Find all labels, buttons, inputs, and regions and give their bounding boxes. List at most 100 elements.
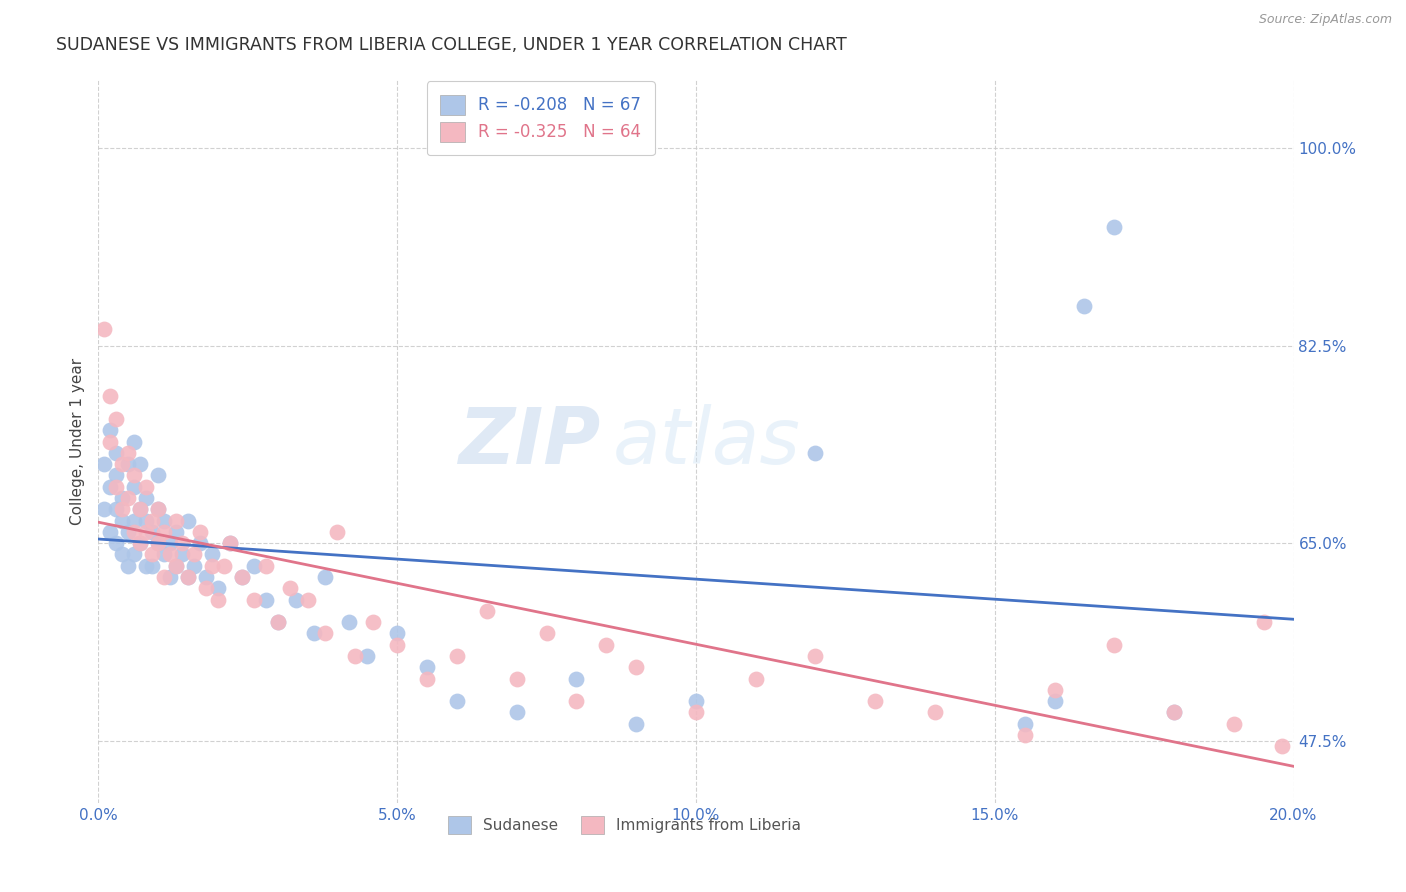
- Point: [243, 592, 266, 607]
- Point: [153, 514, 176, 528]
- Point: [416, 672, 439, 686]
- Point: [315, 626, 337, 640]
- Point: [111, 514, 134, 528]
- Point: [212, 558, 235, 573]
- Point: [188, 524, 211, 539]
- Point: [626, 660, 648, 674]
- Point: [506, 706, 529, 720]
- Point: [153, 524, 176, 539]
- Point: [536, 626, 558, 640]
- Point: [129, 502, 152, 516]
- Point: [141, 514, 163, 528]
- Point: [148, 536, 170, 550]
- Point: [93, 321, 115, 335]
- Point: [201, 558, 224, 573]
- Point: [195, 570, 218, 584]
- Point: [231, 570, 253, 584]
- Point: [278, 582, 301, 596]
- Point: [124, 524, 146, 539]
- Point: [105, 536, 128, 550]
- Point: [1223, 716, 1246, 731]
- Point: [267, 615, 290, 630]
- Point: [183, 558, 205, 573]
- Point: [219, 536, 242, 550]
- Point: [135, 524, 157, 539]
- Point: [98, 434, 122, 449]
- Point: [1014, 728, 1036, 742]
- Point: [93, 502, 115, 516]
- Point: [254, 558, 277, 573]
- Point: [117, 558, 139, 573]
- Point: [153, 570, 176, 584]
- Point: [745, 672, 768, 686]
- Point: [135, 514, 157, 528]
- Point: [111, 548, 134, 562]
- Point: [177, 570, 200, 584]
- Text: atlas: atlas: [613, 403, 800, 480]
- Point: [1014, 716, 1036, 731]
- Point: [1073, 299, 1095, 313]
- Point: [135, 558, 157, 573]
- Legend: Sudanese, Immigrants from Liberia: Sudanese, Immigrants from Liberia: [440, 808, 808, 842]
- Text: SUDANESE VS IMMIGRANTS FROM LIBERIA COLLEGE, UNDER 1 YEAR CORRELATION CHART: SUDANESE VS IMMIGRANTS FROM LIBERIA COLL…: [56, 36, 846, 54]
- Point: [804, 446, 827, 460]
- Point: [141, 558, 163, 573]
- Point: [105, 468, 128, 483]
- Point: [117, 491, 139, 505]
- Point: [1043, 682, 1066, 697]
- Point: [177, 514, 200, 528]
- Point: [117, 524, 139, 539]
- Point: [326, 524, 349, 539]
- Point: [446, 694, 468, 708]
- Point: [159, 536, 181, 550]
- Text: ZIP: ZIP: [458, 403, 600, 480]
- Point: [129, 502, 152, 516]
- Point: [135, 491, 157, 505]
- Point: [165, 558, 187, 573]
- Point: [1163, 706, 1185, 720]
- Point: [148, 536, 170, 550]
- Point: [195, 582, 218, 596]
- Point: [595, 638, 617, 652]
- Point: [98, 389, 122, 403]
- Point: [356, 648, 378, 663]
- Point: [219, 536, 242, 550]
- Point: [129, 536, 152, 550]
- Point: [284, 592, 307, 607]
- Point: [141, 548, 163, 562]
- Point: [159, 548, 181, 562]
- Point: [165, 524, 187, 539]
- Point: [93, 457, 115, 471]
- Point: [105, 480, 128, 494]
- Point: [172, 536, 194, 550]
- Point: [165, 514, 187, 528]
- Point: [297, 592, 319, 607]
- Point: [159, 570, 181, 584]
- Point: [148, 502, 170, 516]
- Point: [685, 694, 707, 708]
- Point: [105, 446, 128, 460]
- Point: [148, 468, 170, 483]
- Point: [129, 536, 152, 550]
- Point: [105, 412, 128, 426]
- Point: [565, 672, 588, 686]
- Point: [98, 423, 122, 437]
- Point: [1253, 615, 1275, 630]
- Point: [446, 648, 468, 663]
- Point: [207, 592, 229, 607]
- Point: [626, 716, 648, 731]
- Point: [201, 548, 224, 562]
- Point: [1271, 739, 1294, 754]
- Point: [98, 480, 122, 494]
- Point: [183, 548, 205, 562]
- Point: [172, 548, 194, 562]
- Point: [177, 570, 200, 584]
- Point: [865, 694, 887, 708]
- Point: [124, 548, 146, 562]
- Point: [153, 548, 176, 562]
- Point: [111, 457, 134, 471]
- Point: [141, 524, 163, 539]
- Point: [339, 615, 361, 630]
- Point: [111, 491, 134, 505]
- Point: [267, 615, 290, 630]
